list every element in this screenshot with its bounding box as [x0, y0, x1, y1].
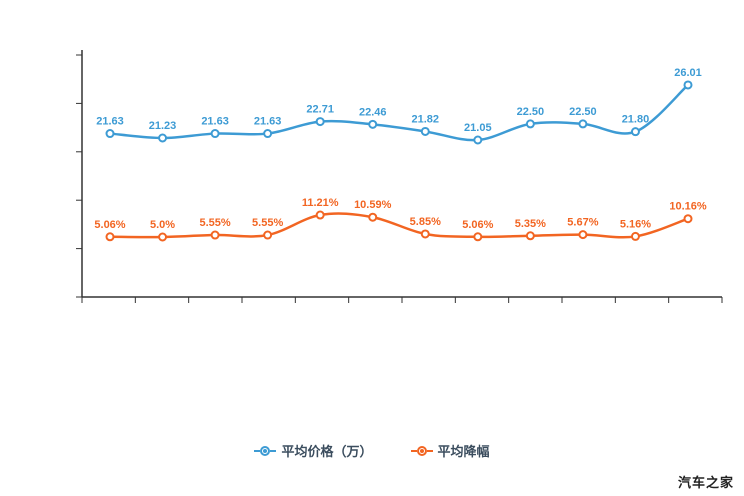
discount-data-point[interactable] [158, 232, 168, 242]
price-data-label: 21.63 [96, 116, 124, 128]
price-data-point[interactable] [420, 126, 430, 136]
discount-data-point[interactable] [368, 212, 378, 222]
discount-data-label: 10.59% [354, 199, 392, 211]
watermark: 汽车之家 [677, 475, 734, 490]
discount-data-point[interactable] [420, 229, 430, 239]
price-data-label: 21.80 [622, 114, 650, 126]
discount-data-point[interactable] [630, 231, 640, 241]
price-data-label: 21.23 [149, 120, 177, 132]
price-data-point[interactable] [525, 119, 535, 129]
line-series-legend-icon [410, 445, 433, 456]
price-data-point[interactable] [263, 129, 273, 139]
price-data-point[interactable] [105, 129, 115, 139]
price-data-label: 22.71 [306, 104, 334, 116]
discount-data-point[interactable] [210, 230, 220, 240]
discount-data-label: 5.35% [515, 218, 546, 230]
legend-item-average-price[interactable]: 平均价格（万） [254, 441, 373, 460]
discount-data-label: 5.55% [252, 217, 283, 229]
discount-data-label: 5.16% [620, 218, 651, 230]
price-data-label: 22.46 [359, 106, 387, 118]
discount-data-point[interactable] [105, 232, 115, 242]
discount-data-label: 5.55% [199, 217, 230, 229]
chart-legend: 平均价格（万） 平均降幅 [0, 441, 744, 460]
discount-data-point[interactable] [263, 230, 273, 240]
price-data-point[interactable] [683, 80, 693, 90]
line-series-legend-icon [254, 445, 277, 456]
price-data-point[interactable] [368, 119, 378, 129]
price-data-point[interactable] [315, 117, 325, 127]
discount-data-point[interactable] [315, 210, 325, 220]
discount-data-label: 5.06% [462, 219, 493, 231]
price-data-point[interactable] [630, 127, 640, 137]
price-data-point[interactable] [473, 135, 483, 145]
price-line [108, 83, 690, 142]
discount-data-point[interactable] [525, 231, 535, 241]
discount-data-label: 5.85% [410, 216, 441, 228]
discount-data-label: 5.0% [150, 219, 175, 231]
price-data-label: 21.82 [412, 113, 440, 125]
discount-data-label: 10.16% [669, 201, 707, 213]
price-data-point[interactable] [578, 119, 588, 129]
legend-label-average-discount: 平均降幅 [437, 444, 490, 459]
price-data-label: 21.63 [201, 116, 229, 128]
discount-data-label: 11.21% [302, 197, 339, 209]
discount-data-point[interactable] [473, 232, 483, 242]
discount-data-label: 5.67% [567, 217, 598, 229]
price-data-label: 22.50 [517, 106, 545, 118]
discount-data-point[interactable] [683, 214, 693, 224]
price-data-point[interactable] [210, 129, 220, 139]
price-data-point[interactable] [158, 133, 168, 143]
price-data-label: 21.63 [254, 116, 282, 128]
discount-data-label: 5.06% [94, 219, 125, 231]
price-data-label: 22.50 [569, 106, 597, 118]
legend-item-average-discount[interactable]: 平均降幅 [410, 441, 490, 460]
price-data-label: 26.01 [674, 67, 702, 79]
legend-label-average-price: 平均价格（万） [281, 444, 373, 459]
discount-line [108, 212, 690, 239]
price-data-label: 21.05 [464, 122, 492, 134]
discount-data-point[interactable] [578, 230, 588, 240]
